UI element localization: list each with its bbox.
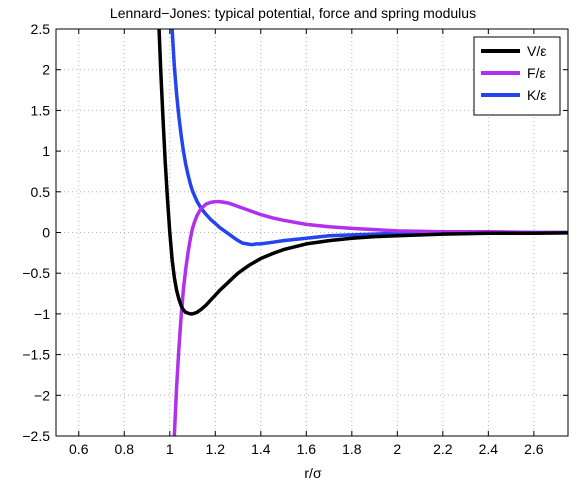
series-line-v [157,29,568,316]
y-tick-label: 1.5 [31,102,51,118]
y-tick-label: −2 [34,387,50,403]
y-tick-label: 2.5 [31,21,51,37]
x-tick-label: 1 [166,441,174,457]
legend-label-v: V/ε [527,43,546,59]
series-line-k [170,29,568,247]
x-axis: 0.6 0.8 1 1.2 1.4 1.6 1.8 2 2.2 2.4 2.6 [69,29,544,457]
legend-box [473,36,561,116]
y-tick-label: −1.5 [22,347,50,363]
x-tick-label: 1.6 [297,441,317,457]
x-tick-label: 1.4 [251,441,271,457]
y-tick-label: −1 [34,306,50,322]
x-tick-label: 1.2 [206,441,226,457]
y-tick-label: 0.5 [31,184,51,200]
x-tick-label: 2 [393,441,401,457]
x-tick-label: 1.8 [342,441,362,457]
y-tick-label: 2 [42,62,50,78]
legend: V/ε F/ε K/ε [473,36,561,116]
y-tick-label: 0 [42,225,50,241]
y-axis: −2.5 −2 −1.5 −1 −0.5 0 0.5 1 1.5 2 2.5 [22,21,568,444]
x-tick-label: 2.2 [433,441,453,457]
legend-label-f: F/ε [527,65,546,81]
plot-area [157,29,568,436]
x-tick-label: 0.6 [69,441,89,457]
x-tick-label: 2.4 [479,441,499,457]
x-tick-label: 2.6 [524,441,544,457]
y-tick-label: −2.5 [22,428,50,444]
series-line-f [172,199,568,436]
x-tick-label: 0.8 [115,441,135,457]
chart-title: Lennard−Jones: typical potential, force … [110,5,476,21]
y-tick-label: 1 [42,143,50,159]
x-axis-label: r/σ [304,465,322,481]
legend-label-k: K/ε [527,87,546,103]
y-tick-label: −0.5 [22,265,50,281]
